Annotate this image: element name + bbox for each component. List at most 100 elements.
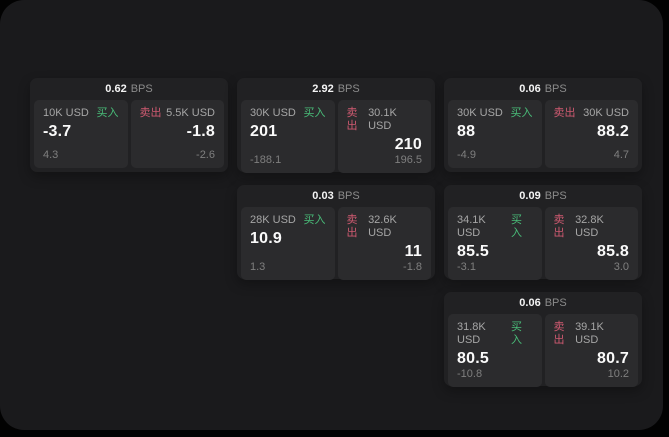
sell-panel-top: 卖出 39.1K USD (554, 321, 630, 347)
sell-price: 11 (404, 243, 422, 260)
sell-panel[interactable]: 卖出 30K USD 88.2 4.7 (544, 100, 638, 168)
bps-header: 0.06 BPS (448, 82, 638, 97)
bps-value: 0.09 (519, 190, 541, 202)
buy-panel-top: 10K USD 买入 (43, 107, 119, 120)
buy-side-label: 买入 (303, 214, 326, 226)
sell-panel-top: 卖出 5.5K USD (140, 107, 216, 120)
buy-side-label: 买入 (96, 107, 119, 119)
bps-value: 0.62 (105, 83, 127, 95)
buy-panel[interactable]: 30K USD 买入 201 -188.1 (241, 100, 335, 173)
bps-header: 2.92 BPS (241, 82, 431, 97)
sell-price: 88.2 (597, 123, 629, 140)
sell-price: -1.8 (186, 123, 215, 140)
buy-price: 10.9 (250, 230, 282, 247)
sell-price: 80.7 (597, 350, 629, 367)
buy-delta: -4.9 (457, 149, 476, 161)
app-canvas: 0.62 BPS 10K USD 买入 -3.7 4.3 卖出 5.5K USD (0, 0, 663, 430)
buy-side-label: 买入 (510, 214, 522, 239)
sell-panel-top: 卖出 30K USD (554, 107, 630, 120)
sell-side-label: 卖出 (553, 107, 576, 119)
sell-panel[interactable]: 卖出 5.5K USD -1.8 -2.6 (130, 100, 224, 168)
buy-sell-panels: 10K USD 买入 -3.7 4.3 卖出 5.5K USD -1.8 -2.… (34, 100, 224, 168)
bps-value: 2.92 (312, 83, 334, 95)
sell-side-label: 卖出 (346, 214, 358, 239)
bps-header: 0.62 BPS (34, 82, 224, 97)
bps-unit: BPS (544, 190, 567, 202)
buy-amount: 34.1K USD (457, 214, 486, 239)
sell-panel-top: 卖出 30.1K USD (347, 107, 423, 133)
quote-card: 0.62 BPS 10K USD 买入 -3.7 4.3 卖出 5.5K USD (30, 78, 228, 172)
buy-price: 80.5 (457, 350, 489, 367)
sell-delta: 4.7 (613, 149, 629, 161)
sell-delta: -1.8 (403, 261, 422, 273)
quote-card: 0.06 BPS 31.8K USD 买入 80.5 -10.8 卖出 39.1… (444, 292, 642, 387)
sell-panel[interactable]: 卖出 32.6K USD 11 -1.8 (337, 207, 431, 280)
bps-header: 0.06 BPS (448, 296, 638, 311)
sell-price: 85.8 (597, 243, 629, 260)
buy-panel-top: 31.8K USD 买入 (457, 321, 533, 347)
sell-panel[interactable]: 卖出 32.8K USD 85.8 3.0 (544, 207, 638, 280)
sell-amount: 39.1K USD (575, 321, 604, 346)
bps-unit: BPS (544, 83, 567, 95)
buy-delta: 4.3 (43, 149, 59, 161)
sell-side-label: 卖出 (553, 321, 565, 346)
buy-price: 88 (457, 123, 476, 140)
sell-amount: 32.6K USD (368, 214, 397, 239)
sell-delta: 3.0 (613, 261, 629, 273)
buy-panel[interactable]: 30K USD 买入 88 -4.9 (448, 100, 542, 168)
quote-card: 2.92 BPS 30K USD 买入 201 -188.1 卖出 30.1K … (237, 78, 435, 173)
sell-price: 210 (394, 136, 422, 153)
buy-price: 201 (250, 123, 278, 140)
sell-panel[interactable]: 卖出 30.1K USD 210 196.5 (337, 100, 431, 173)
buy-sell-panels: 30K USD 买入 88 -4.9 卖出 30K USD 88.2 4.7 (448, 100, 638, 168)
sell-amount: 32.8K USD (575, 214, 604, 239)
bps-unit: BPS (544, 297, 567, 309)
buy-panel[interactable]: 34.1K USD 买入 85.5 -3.1 (448, 207, 542, 280)
buy-panel-top: 30K USD 买入 (457, 107, 533, 120)
bps-header: 0.03 BPS (241, 189, 431, 204)
sell-delta: 196.5 (394, 154, 422, 166)
buy-amount: 28K USD (250, 214, 296, 226)
buy-sell-panels: 34.1K USD 买入 85.5 -3.1 卖出 32.8K USD 85.8… (448, 207, 638, 280)
bps-unit: BPS (337, 83, 360, 95)
bps-unit: BPS (337, 190, 360, 202)
buy-price: -3.7 (43, 123, 72, 140)
sell-panel[interactable]: 卖出 39.1K USD 80.7 10.2 (544, 314, 638, 387)
bps-header: 0.09 BPS (448, 189, 638, 204)
buy-sell-panels: 28K USD 买入 10.9 1.3 卖出 32.6K USD 11 -1.8 (241, 207, 431, 280)
sell-amount: 5.5K USD (166, 107, 215, 119)
buy-sell-panels: 30K USD 买入 201 -188.1 卖出 30.1K USD 210 1… (241, 100, 431, 173)
buy-side-label: 买入 (510, 107, 533, 119)
buy-sell-panels: 31.8K USD 买入 80.5 -10.8 卖出 39.1K USD 80.… (448, 314, 638, 387)
buy-side-label: 买入 (303, 107, 326, 119)
buy-panel-top: 30K USD 买入 (250, 107, 326, 120)
bps-value: 0.06 (519, 83, 541, 95)
buy-panel[interactable]: 10K USD 买入 -3.7 4.3 (34, 100, 128, 168)
sell-delta: 10.2 (607, 368, 629, 380)
buy-amount: 30K USD (457, 107, 503, 119)
buy-panel[interactable]: 31.8K USD 买入 80.5 -10.8 (448, 314, 542, 387)
quote-card: 0.03 BPS 28K USD 买入 10.9 1.3 卖出 32.6K US… (237, 185, 435, 280)
sell-panel-top: 卖出 32.8K USD (554, 214, 630, 240)
sell-side-label: 卖出 (346, 107, 358, 132)
bps-unit: BPS (130, 83, 153, 95)
sell-side-label: 卖出 (139, 107, 162, 119)
buy-delta: -188.1 (250, 154, 282, 166)
sell-side-label: 卖出 (553, 214, 565, 239)
bps-value: 0.03 (312, 190, 334, 202)
quote-card: 0.09 BPS 34.1K USD 买入 85.5 -3.1 卖出 32.8K… (444, 185, 642, 280)
buy-side-label: 买入 (510, 321, 522, 346)
buy-panel-top: 28K USD 买入 (250, 214, 326, 227)
quote-card-grid: 0.62 BPS 10K USD 买入 -3.7 4.3 卖出 5.5K USD (30, 78, 642, 387)
sell-delta: -2.6 (196, 149, 215, 161)
buy-amount: 30K USD (250, 107, 296, 119)
bps-value: 0.06 (519, 297, 541, 309)
buy-panel-top: 34.1K USD 买入 (457, 214, 533, 240)
sell-panel-top: 卖出 32.6K USD (347, 214, 423, 240)
sell-amount: 30.1K USD (368, 107, 397, 132)
buy-amount: 10K USD (43, 107, 89, 119)
buy-price: 85.5 (457, 243, 489, 260)
quote-card: 0.06 BPS 30K USD 买入 88 -4.9 卖出 30K USD (444, 78, 642, 172)
buy-panel[interactable]: 28K USD 买入 10.9 1.3 (241, 207, 335, 280)
buy-delta: -3.1 (457, 261, 476, 273)
